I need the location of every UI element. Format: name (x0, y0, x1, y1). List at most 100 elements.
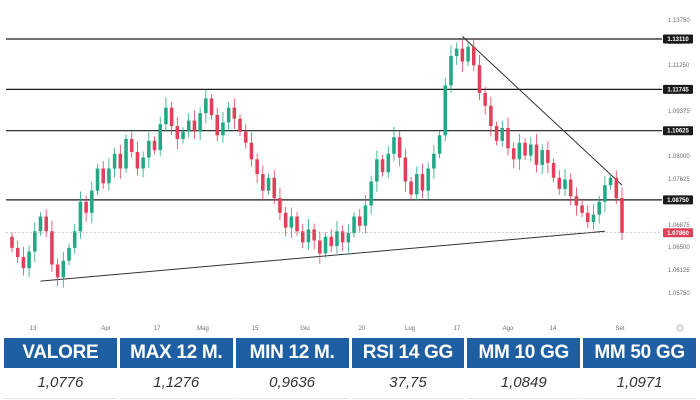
candle-body (215, 115, 220, 136)
candle-up (158, 116, 162, 156)
current-price-tag: 1.07860 (663, 228, 693, 238)
candle-body (300, 231, 305, 243)
candle-down (477, 54, 482, 101)
candle-down (175, 117, 180, 150)
candle-body (10, 236, 14, 248)
candle-body (432, 153, 436, 169)
x-tick-label: Ago (503, 326, 514, 332)
candle-body (141, 157, 145, 169)
candle-down (272, 170, 277, 204)
candle-up (164, 97, 168, 132)
candle-down (568, 173, 573, 206)
candle-down (397, 131, 402, 167)
y-tick-label: 1.06125 (668, 268, 690, 274)
candle-down (312, 223, 316, 250)
candle-body (363, 205, 368, 226)
candle-body (529, 144, 533, 156)
stat-column-valore: VALORE 1,0776 (4, 338, 117, 399)
candle-body (243, 131, 248, 143)
stat-header: MAX 12 M. (119, 338, 233, 368)
level-tag-text: 1.10625 (667, 129, 689, 135)
candle-body (517, 142, 522, 160)
candle-down (620, 187, 624, 241)
candle-up (437, 130, 442, 159)
candle-up (540, 144, 544, 174)
stats-table: VALORE 1,0776 MAX 12 M. 1,1276 MIN 12 M.… (4, 338, 696, 399)
candle-up (352, 212, 356, 238)
candle-body (124, 139, 128, 169)
candle-body (506, 127, 510, 149)
candle-up (95, 164, 100, 196)
candle-body (437, 135, 442, 154)
candle-body (318, 240, 322, 254)
candle-body (380, 159, 385, 173)
candle-down (483, 86, 487, 115)
level-price-tag: 1.13110 (663, 34, 693, 44)
candle-body (295, 216, 299, 232)
candle-body (608, 177, 613, 186)
x-tick-label: 13 (30, 326, 37, 332)
candle-body (192, 120, 197, 132)
candle-up (454, 42, 459, 65)
stat-header: VALORE (4, 338, 117, 368)
candle-body (472, 46, 476, 66)
candle-body (597, 201, 601, 215)
candle-down (129, 131, 134, 158)
candle-down (232, 98, 237, 130)
level-price-tag: 1.08750 (663, 195, 693, 205)
candle-body (494, 126, 499, 141)
candle-up (363, 195, 368, 234)
candle-body (568, 179, 573, 197)
candle-body (78, 201, 83, 232)
stat-column-max-12m: MAX 12 M. 1,1276 (119, 338, 233, 399)
candle-body (198, 113, 202, 132)
candle-body (38, 216, 43, 232)
candle-down (135, 141, 140, 176)
candle-up (517, 133, 522, 170)
stat-header: MIN 12 M. (235, 338, 349, 368)
candle-body (283, 212, 288, 228)
candle-down (55, 258, 60, 287)
candle-up (266, 173, 271, 196)
candle-up (107, 158, 111, 191)
candle-body (414, 174, 419, 195)
candle-body (55, 264, 60, 278)
candle-body (72, 231, 77, 248)
candle-body (489, 105, 493, 127)
candle-body (209, 98, 214, 116)
candle-body (603, 185, 607, 202)
candle-up (608, 173, 613, 190)
candle-body (164, 107, 168, 125)
candle-body (557, 177, 562, 189)
candle-body (152, 140, 157, 151)
x-tick-label: 14 (550, 326, 557, 332)
level-tag-text: 1.08750 (667, 198, 689, 204)
candle-body (15, 247, 20, 258)
candle-body (586, 212, 590, 223)
candle-down (580, 201, 584, 218)
candle-body (523, 142, 527, 156)
candle-up (603, 176, 607, 213)
candle-down (238, 114, 242, 137)
candle-down (403, 148, 408, 192)
stat-column-mm-10gg: MM 10 GG 1,0849 (467, 338, 581, 399)
candle-body (546, 150, 550, 163)
candle-down (420, 163, 425, 199)
level-tag-bg (663, 34, 693, 44)
candle-body (84, 201, 88, 213)
y-tick-label: 1.11250 (668, 63, 690, 69)
candle-body (266, 177, 271, 191)
candle-down (534, 134, 539, 173)
candle-body (466, 46, 470, 62)
candle-body (483, 92, 487, 106)
candle-body (620, 198, 624, 233)
candle-body (340, 231, 345, 243)
candle-body (226, 107, 231, 123)
stat-column-min-12m: MIN 12 M. 0,9636 (235, 338, 349, 399)
candle-body (386, 153, 391, 173)
candle-body (312, 229, 316, 241)
candle-down (118, 144, 123, 179)
candle-body (346, 233, 351, 243)
candle-body (534, 144, 539, 165)
candle-down (295, 212, 299, 236)
